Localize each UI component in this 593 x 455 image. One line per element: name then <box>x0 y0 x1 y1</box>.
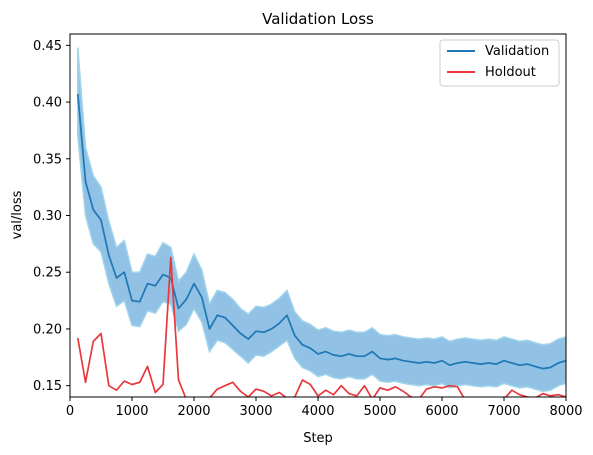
x-tick-label: 0 <box>66 404 74 419</box>
x-tick-label: 8000 <box>549 404 582 419</box>
y-tick-label: 0.30 <box>33 209 62 224</box>
x-tick-label: 6000 <box>425 404 458 419</box>
x-axis-label: Step <box>303 431 333 446</box>
plot-area <box>76 47 566 397</box>
series-line-holdout <box>76 256 566 397</box>
y-tick-label: 0.40 <box>33 96 62 111</box>
y-tick-label: 0.25 <box>33 266 62 281</box>
x-tick-label: 3000 <box>239 404 272 419</box>
x-tick-label: 7000 <box>487 404 520 419</box>
x-tick-label: 2000 <box>177 404 210 419</box>
y-tick-label: 0.35 <box>33 152 62 167</box>
y-axis-label: val/loss <box>10 190 25 239</box>
chart-title: Validation Loss <box>262 10 374 28</box>
x-tick-label: 5000 <box>363 404 396 419</box>
legend: Validation Holdout <box>439 39 560 87</box>
y-tick-label: 0.20 <box>33 322 62 337</box>
y-tick-label: 0.45 <box>33 39 62 54</box>
validation-confidence-band <box>77 47 566 393</box>
axes: 0 1000 2000 3000 4000 5000 6000 7000 8000 0.15 0.2… <box>33 39 583 419</box>
legend-label-validation: Validation <box>485 44 549 59</box>
series-line-validation <box>76 94 566 370</box>
legend-label-holdout: Holdout <box>485 65 536 80</box>
x-tick-label: 4000 <box>301 404 334 419</box>
y-tick-label: 0.15 <box>33 379 62 394</box>
x-tick-label: 1000 <box>115 404 148 419</box>
